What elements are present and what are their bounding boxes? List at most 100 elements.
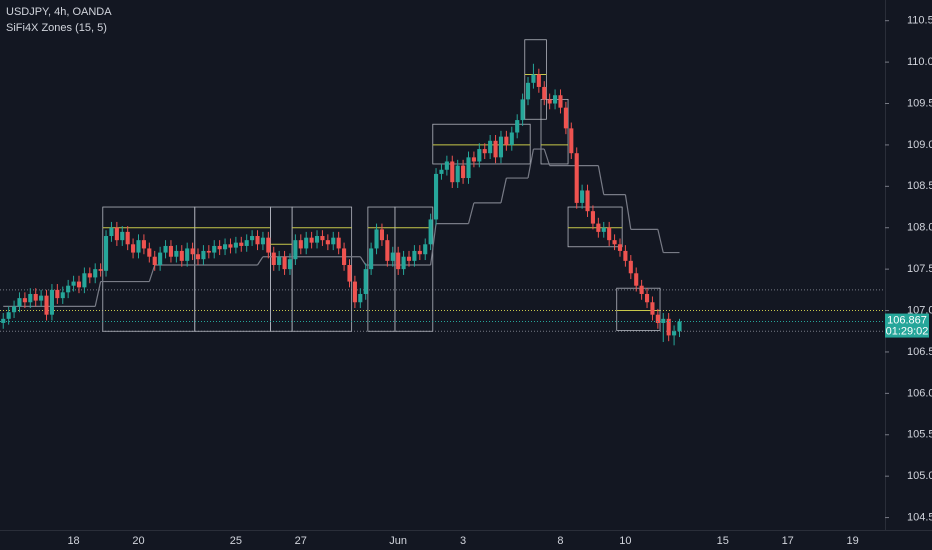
candle-body: [66, 285, 71, 293]
zone-box: [291, 206, 353, 332]
trail-connector: [597, 165, 605, 195]
candle-body: [233, 242, 238, 248]
y-tick-label: 104.500: [907, 511, 932, 523]
x-tick-label: 8: [557, 535, 563, 547]
candle-body: [152, 256, 157, 265]
candle-body: [342, 248, 347, 265]
candle-body: [185, 248, 190, 261]
candle-body: [412, 250, 417, 261]
candle-body: [363, 269, 368, 294]
candle-body: [439, 169, 444, 174]
candle-body: [277, 256, 282, 265]
y-tick-label: 106.000: [907, 387, 932, 399]
candle-body: [141, 240, 146, 249]
candle-body: [563, 107, 568, 129]
candle-body: [6, 312, 11, 319]
candle-body: [536, 74, 541, 87]
candle-body: [542, 86, 547, 100]
x-tick-label: Jun: [389, 535, 407, 547]
candle-body: [634, 273, 639, 286]
candle-body: [309, 237, 314, 243]
candle-body: [655, 314, 660, 323]
candle-body: [455, 165, 460, 183]
candle-body: [520, 99, 525, 121]
y-tick-label: 108.500: [907, 180, 932, 192]
candle-body: [44, 295, 49, 315]
candle-body: [260, 237, 265, 245]
candle-body: [358, 293, 363, 303]
candle-body: [239, 242, 244, 246]
candle-body: [569, 128, 574, 154]
candle-body: [271, 252, 276, 265]
candle-body: [98, 269, 103, 271]
candle-body: [255, 236, 260, 245]
candle-body: [493, 140, 498, 158]
candle-body: [304, 237, 309, 249]
y-tick-label: 108.000: [907, 222, 932, 234]
trail-connector: [500, 177, 507, 204]
candle-body: [28, 293, 33, 303]
candle-body: [179, 250, 184, 261]
x-tick-label: 18: [67, 535, 79, 547]
candle-body: [612, 240, 617, 245]
candle-body: [498, 136, 504, 158]
candle-body: [590, 211, 595, 224]
candle-body: [466, 157, 471, 179]
candle-body: [379, 229, 385, 241]
candle-body: [347, 265, 352, 282]
x-tick-label: 27: [295, 535, 307, 547]
candle-body: [212, 245, 217, 253]
x-tick-label: 17: [782, 535, 794, 547]
candle-body: [385, 240, 390, 261]
candle-body: [650, 302, 655, 315]
x-tick-label: 15: [717, 535, 729, 547]
candle-body: [336, 237, 341, 249]
candle-body: [639, 285, 644, 294]
candle-body: [623, 250, 628, 261]
trail-connector: [94, 281, 102, 307]
candle-body: [217, 245, 222, 250]
candle-body: [596, 223, 601, 232]
x-tick-label: 3: [460, 535, 466, 547]
candle-body: [287, 259, 293, 270]
last-price-label: 106.867: [887, 314, 927, 326]
candle-body: [471, 157, 476, 162]
y-tick-label: 107.000: [907, 304, 932, 316]
candle-body: [223, 244, 228, 250]
candle-body: [33, 293, 38, 301]
candle-body: [607, 227, 612, 241]
zone-box: [394, 206, 434, 332]
candle-body: [558, 95, 563, 108]
candle-body: [131, 244, 136, 253]
trail-connector: [657, 229, 664, 253]
zone-box: [616, 287, 661, 331]
candle-body: [477, 149, 482, 162]
chart-title: USDJPY, 4h, OANDA: [6, 6, 112, 18]
candle-body: [574, 153, 579, 203]
candle-body: [174, 250, 179, 257]
candle-body: [82, 273, 87, 288]
candle-body: [553, 95, 558, 104]
candle-body: [17, 298, 22, 307]
candle-body: [109, 227, 114, 237]
candle-body: [298, 240, 303, 249]
candle-body: [293, 240, 298, 260]
candle-body: [390, 252, 395, 261]
trail-connector: [467, 202, 475, 224]
trail-connector: [543, 148, 551, 166]
candle-body: [22, 298, 27, 303]
candle-body: [423, 244, 428, 255]
candle-body: [266, 237, 271, 253]
candle-body: [369, 248, 374, 270]
indicator-name: SiFi4X Zones (15, 5): [6, 22, 107, 34]
y-tick-label: 105.000: [907, 470, 932, 482]
countdown: 01:29:02: [886, 325, 929, 337]
y-tick-label: 109.500: [907, 97, 932, 109]
candle-body: [125, 231, 130, 245]
trail-connector: [527, 148, 535, 179]
candle-body: [628, 260, 633, 274]
candle-body: [488, 140, 493, 154]
candle-body: [282, 256, 287, 270]
candle-body: [114, 227, 119, 241]
